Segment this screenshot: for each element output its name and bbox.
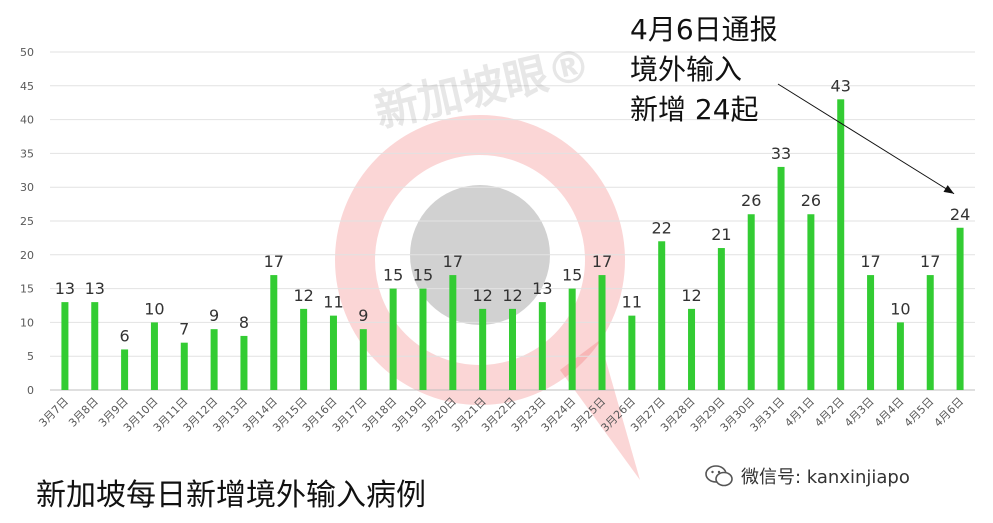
bar — [150, 322, 158, 390]
data-label: 13 — [532, 279, 552, 298]
data-label: 11 — [622, 293, 642, 312]
bar — [210, 329, 218, 390]
data-label: 22 — [652, 218, 672, 237]
data-label: 33 — [771, 144, 791, 163]
data-label: 21 — [711, 225, 731, 244]
bar — [896, 322, 904, 390]
bar — [449, 275, 457, 390]
bar — [777, 166, 785, 390]
annotation-arrow — [777, 83, 955, 195]
y-tick-label: 25 — [20, 215, 34, 228]
y-tick-label: 5 — [27, 350, 34, 363]
data-label: 10 — [144, 299, 164, 318]
x-tick-label: 3月7日 — [36, 395, 71, 430]
y-axis-ticks: 0 5 10 15 20 25 30 35 40 45 50 — [20, 46, 34, 397]
bar — [807, 214, 815, 390]
x-tick-label: 4月1日 — [782, 395, 817, 430]
data-label: 8 — [239, 313, 249, 332]
wechat-text: 微信号: kanxinjiapo — [741, 467, 910, 488]
data-label: 12 — [472, 286, 492, 305]
bar — [240, 335, 248, 390]
bar — [837, 99, 845, 390]
chart-annotation: 4月6日通报 境外输入 新增 24起 — [630, 13, 778, 126]
bar — [598, 275, 606, 390]
bar — [389, 288, 397, 390]
bar — [270, 275, 278, 390]
x-tick-label: 4月2日 — [812, 395, 847, 430]
data-label: 9 — [358, 306, 368, 325]
x-tick-label: 4月6日 — [932, 395, 967, 430]
y-tick-label: 45 — [20, 80, 34, 93]
bar — [509, 308, 516, 390]
y-tick-label: 30 — [20, 181, 34, 194]
bar — [359, 329, 367, 390]
data-label: 9 — [209, 306, 219, 325]
y-tick-label: 20 — [20, 249, 34, 262]
y-tick-label: 50 — [20, 46, 34, 59]
chart-caption: 新加坡每日新增境外输入病例 — [36, 478, 426, 513]
bar — [61, 302, 69, 390]
y-tick-label: 15 — [20, 283, 34, 296]
data-label: 13 — [55, 279, 75, 298]
bar — [419, 288, 427, 390]
x-tick-label: 4月5日 — [902, 395, 937, 430]
wechat-id: 微信号: kanxinjiapo — [705, 463, 910, 489]
data-label: 17 — [264, 252, 284, 271]
bar — [479, 308, 487, 390]
data-label: 17 — [860, 252, 880, 271]
data-label: 12 — [502, 286, 522, 305]
data-label: 6 — [120, 326, 130, 345]
bar — [956, 227, 964, 390]
data-label: 15 — [413, 266, 433, 285]
data-label: 43 — [831, 76, 851, 95]
data-label: 15 — [562, 266, 582, 285]
bar — [658, 241, 666, 390]
data-label: 11 — [323, 293, 343, 312]
arrow-line — [777, 83, 955, 195]
y-tick-label: 35 — [20, 147, 34, 160]
data-label: 17 — [920, 252, 940, 271]
bar — [91, 302, 99, 390]
bar — [867, 275, 875, 390]
data-label: 26 — [741, 191, 761, 210]
bar — [926, 275, 934, 390]
bars: 13 13 6 10 7 9 8 17 12 11 9 15 15 17 12 12 13 15 17 11 22 12 2… — [55, 76, 970, 390]
x-tick-label: 3月8日 — [66, 395, 101, 430]
x-tick-label: 4月3日 — [842, 395, 877, 430]
data-label: 17 — [443, 252, 463, 271]
y-tick-label: 0 — [27, 384, 34, 397]
data-label: 24 — [950, 205, 970, 224]
bar — [121, 349, 129, 390]
x-tick-label: 4月4日 — [872, 395, 907, 430]
data-label: 26 — [801, 191, 821, 210]
bar — [300, 308, 308, 390]
data-label: 10 — [890, 299, 910, 318]
arrow-head — [943, 185, 955, 194]
data-label: 12 — [681, 286, 701, 305]
bar — [329, 315, 337, 390]
data-label: 17 — [592, 252, 612, 271]
bar — [688, 308, 696, 390]
bar — [538, 302, 546, 390]
data-label: 15 — [383, 266, 403, 285]
data-label: 12 — [293, 286, 313, 305]
bar — [747, 214, 755, 390]
bar — [180, 342, 188, 390]
wechat-icon — [705, 465, 733, 487]
data-label: 13 — [85, 279, 105, 298]
data-label: 7 — [179, 320, 189, 339]
bar — [717, 248, 725, 390]
y-tick-label: 10 — [20, 316, 34, 329]
y-tick-label: 40 — [20, 114, 34, 127]
bar — [628, 315, 636, 390]
bar — [568, 288, 576, 390]
